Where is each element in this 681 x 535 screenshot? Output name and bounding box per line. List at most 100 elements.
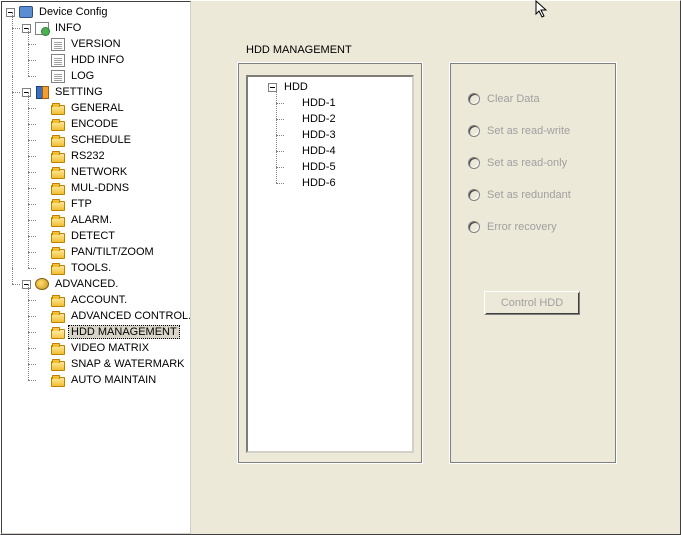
- hdd-item[interactable]: HDD-1: [286, 95, 410, 111]
- radio-readonly[interactable]: Set as read-only: [468, 157, 567, 169]
- tree-item-videomatrix[interactable]: VIDEO MATRIX: [38, 340, 190, 356]
- cursor-icon: [535, 0, 551, 20]
- tree-root[interactable]: Device Config: [6, 4, 190, 20]
- tree-item-label: MUL-DDNS: [68, 181, 132, 195]
- folder-icon: [51, 233, 65, 243]
- folder-icon: [51, 249, 65, 259]
- tree-item-version[interactable]: VERSION: [38, 36, 190, 52]
- content-panel: HDD MANAGEMENT HDD HDD-1 HDD-2: [191, 1, 680, 534]
- folder-icon: [51, 105, 65, 115]
- nav-tree[interactable]: Device Config INFO VERSION: [4, 4, 190, 388]
- tree-item-rs232[interactable]: RS232: [38, 148, 190, 164]
- folder-icon: [51, 201, 65, 211]
- folder-icon: [51, 217, 65, 227]
- hdd-item[interactable]: HDD-2: [286, 111, 410, 127]
- tree-item-ptz[interactable]: PAN/TILT/ZOOM: [38, 244, 190, 260]
- hdd-item[interactable]: HDD-3: [286, 127, 410, 143]
- tree-item-label: PAN/TILT/ZOOM: [68, 245, 157, 259]
- radio-label: Clear Data: [487, 93, 540, 105]
- radio-label: Error recovery: [487, 221, 557, 233]
- tree-item-log[interactable]: LOG: [38, 68, 190, 84]
- tree-root-label: Device Config: [36, 5, 110, 19]
- collapse-icon[interactable]: [22, 280, 31, 289]
- hdd-actions-groupbox: Clear Data Set as read-write Set as read…: [449, 62, 617, 464]
- hdd-tree-panel: HDD HDD-1 HDD-2 HDD-3 HDD-4 HDD-5 HDD-6: [246, 75, 414, 453]
- hdd-item-label: HDD-1: [299, 96, 339, 110]
- hdd-item-label: HDD-5: [299, 160, 339, 174]
- page-icon: [51, 54, 65, 67]
- folder-icon: [51, 377, 65, 387]
- tree-item-label: VERSION: [68, 37, 124, 51]
- tree-item-label: FTP: [68, 197, 95, 211]
- tree-item-label: ENCODE: [68, 117, 121, 131]
- collapse-icon[interactable]: [22, 88, 31, 97]
- tree-item-schedule[interactable]: SCHEDULE: [38, 132, 190, 148]
- hdd-item-label: HDD-3: [299, 128, 339, 142]
- hdd-tree[interactable]: HDD HDD-1 HDD-2 HDD-3 HDD-4 HDD-5 HDD-6: [250, 79, 410, 191]
- folder-icon: [51, 297, 65, 307]
- tree-group-advanced[interactable]: ADVANCED.: [22, 276, 190, 292]
- tree-item-label: VIDEO MATRIX: [68, 341, 152, 355]
- folder-icon: [51, 185, 65, 195]
- hdd-item[interactable]: HDD-5: [286, 159, 410, 175]
- tree-item-label: SNAP & WATERMARK: [68, 357, 187, 371]
- tree-item-label: HDD MANAGEMENT: [68, 325, 180, 339]
- page-icon: [51, 38, 65, 51]
- tree-item-alarm[interactable]: ALARM.: [38, 212, 190, 228]
- collapse-icon[interactable]: [22, 24, 31, 33]
- collapse-icon[interactable]: [6, 8, 15, 17]
- radio-icon: [468, 221, 480, 233]
- radio-icon: [468, 157, 480, 169]
- control-hdd-button[interactable]: Control HDD: [484, 291, 580, 315]
- hdd-item-label: HDD-2: [299, 112, 339, 126]
- folder-open-icon: [51, 329, 65, 339]
- hdd-groupbox: HDD HDD-1 HDD-2 HDD-3 HDD-4 HDD-5 HDD-6: [237, 62, 423, 464]
- hdd-root[interactable]: HDD: [268, 79, 410, 95]
- tree-item-hddinfo[interactable]: HDD INFO: [38, 52, 190, 68]
- tree-item-label: ADVANCED CONTROL.: [68, 309, 191, 323]
- tree-item-network[interactable]: NETWORK: [38, 164, 190, 180]
- tree-item-account[interactable]: ACCOUNT.: [38, 292, 190, 308]
- folder-icon: [51, 361, 65, 371]
- tree-item-label: HDD INFO: [68, 53, 127, 67]
- radio-label: Set as redundant: [487, 189, 571, 201]
- tree-item-label: GENERAL: [68, 101, 127, 115]
- tree-item-advcontrol[interactable]: ADVANCED CONTROL.: [38, 308, 190, 324]
- folder-icon: [51, 169, 65, 179]
- radio-clear-data[interactable]: Clear Data: [468, 93, 540, 105]
- radio-redundant[interactable]: Set as redundant: [468, 189, 571, 201]
- tree-item-label: TOOLS.: [68, 261, 114, 275]
- tree-item-label: SCHEDULE: [68, 133, 134, 147]
- tree-item-label: LOG: [68, 69, 97, 83]
- tree-group-info[interactable]: INFO: [22, 20, 190, 36]
- tree-item-ftp[interactable]: FTP: [38, 196, 190, 212]
- folder-icon: [51, 345, 65, 355]
- hdd-root-label: HDD: [281, 80, 311, 94]
- tree-item-tools[interactable]: TOOLS.: [38, 260, 190, 276]
- info-icon: [35, 22, 49, 35]
- radio-error-recovery[interactable]: Error recovery: [468, 221, 557, 233]
- tree-item-label: NETWORK: [68, 165, 130, 179]
- folder-icon: [51, 121, 65, 131]
- tree-item-label: RS232: [68, 149, 108, 163]
- tree-item-label: AUTO MAINTAIN: [68, 373, 159, 387]
- tree-item-general[interactable]: GENERAL: [38, 100, 190, 116]
- tree-item-automaintain[interactable]: AUTO MAINTAIN: [38, 372, 190, 388]
- nav-tree-panel: Device Config INFO VERSION: [1, 1, 191, 534]
- tree-item-hddmgmt[interactable]: HDD MANAGEMENT: [38, 324, 190, 340]
- advanced-icon: [35, 278, 49, 290]
- hdd-item[interactable]: HDD-4: [286, 143, 410, 159]
- tree-item-mulddns[interactable]: MUL-DDNS: [38, 180, 190, 196]
- radio-readwrite[interactable]: Set as read-write: [468, 125, 570, 137]
- radio-icon: [468, 93, 480, 105]
- tree-item-detect[interactable]: DETECT: [38, 228, 190, 244]
- device-config-icon: [19, 6, 33, 18]
- hdd-item-label: HDD-4: [299, 144, 339, 158]
- tree-item-encode[interactable]: ENCODE: [38, 116, 190, 132]
- hdd-item[interactable]: HDD-6: [286, 175, 410, 191]
- hdd-item-label: HDD-6: [299, 176, 339, 190]
- tree-group-setting[interactable]: SETTING: [22, 84, 190, 100]
- tree-item-snap[interactable]: SNAP & WATERMARK: [38, 356, 190, 372]
- radio-label: Set as read-write: [487, 125, 570, 137]
- setting-icon: [35, 85, 49, 99]
